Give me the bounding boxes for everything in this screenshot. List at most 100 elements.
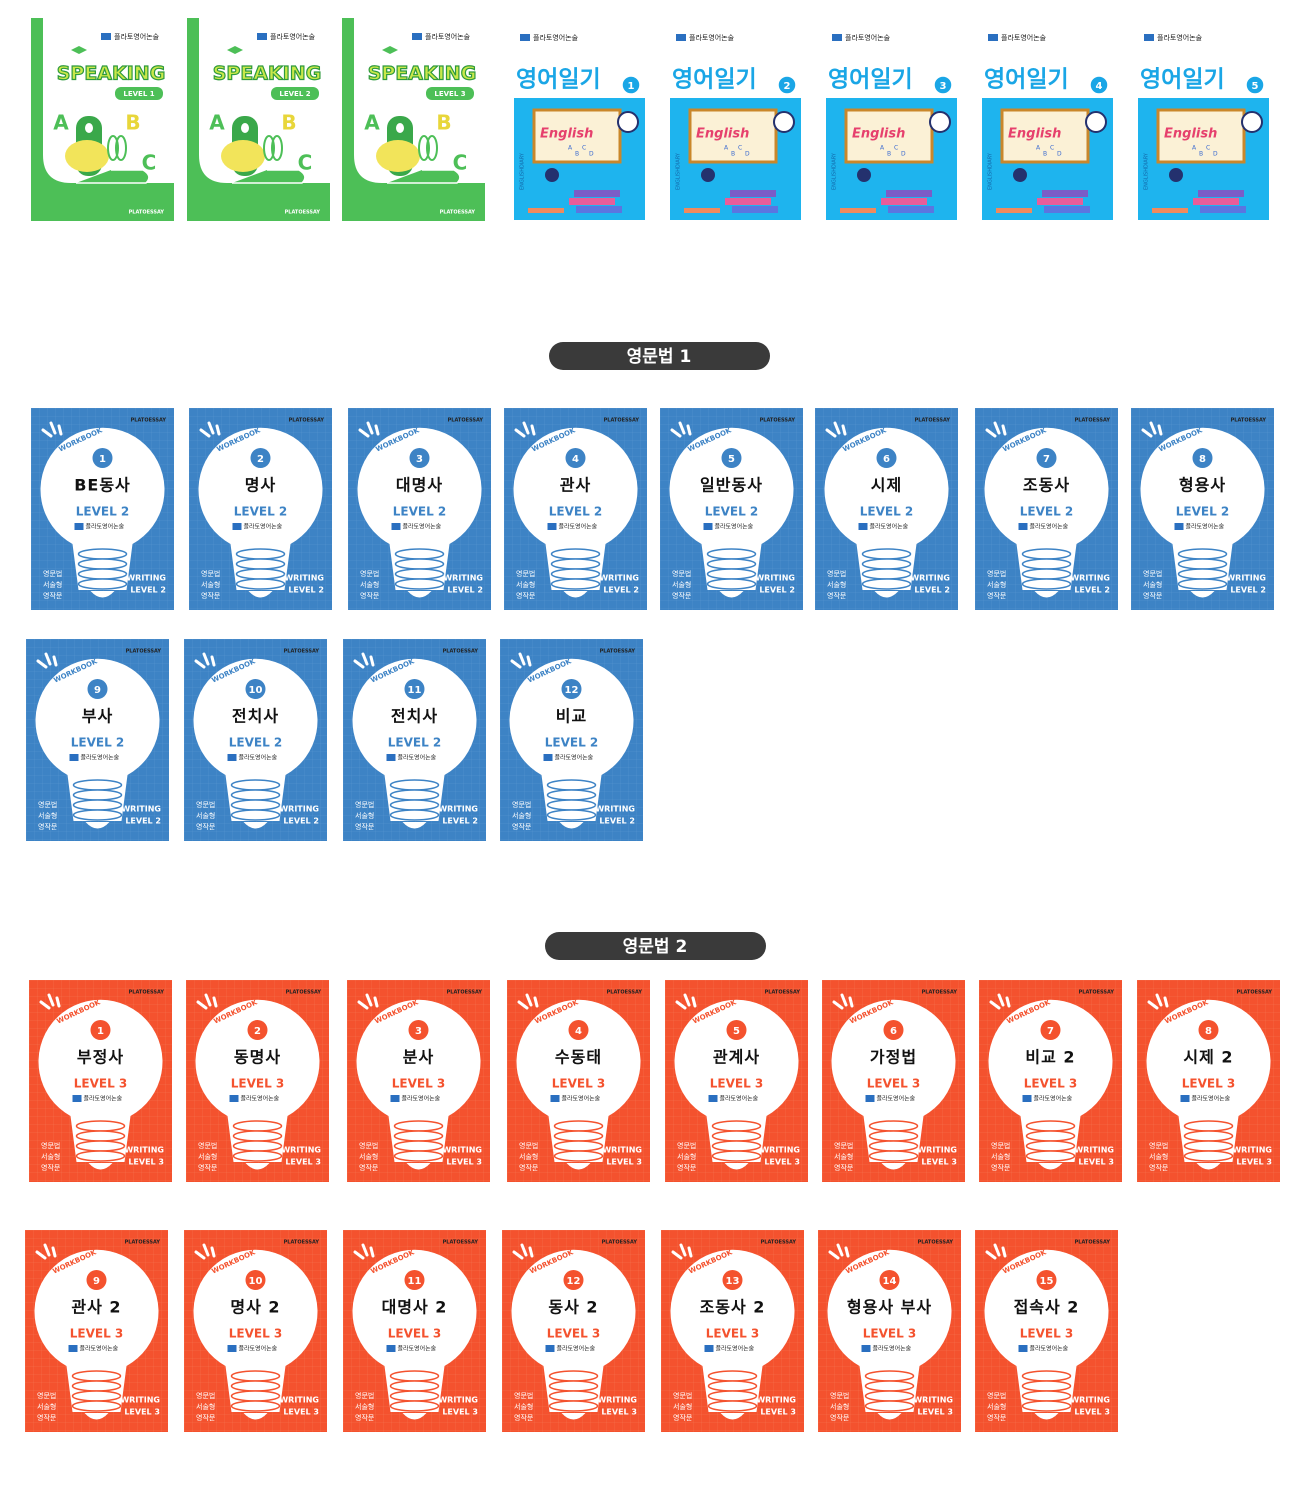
bulb-tip xyxy=(402,1413,427,1420)
bulb-ring xyxy=(230,789,281,801)
board-letter: C xyxy=(738,145,742,152)
board-letter: C xyxy=(1050,145,1054,152)
bulb-ring xyxy=(706,568,757,580)
title: 영어일기 xyxy=(516,67,601,93)
number: 6 xyxy=(883,454,890,465)
title: 조동사 xyxy=(1023,476,1070,495)
title: 관사 2 xyxy=(71,1298,121,1317)
title: 가정법 xyxy=(870,1048,917,1067)
logo-box xyxy=(520,34,530,41)
dash xyxy=(836,1243,844,1257)
number-badge xyxy=(721,448,742,468)
tag: 영문법 xyxy=(43,569,62,578)
number-badge xyxy=(1036,1270,1057,1290)
bulb-ring xyxy=(1183,1130,1234,1142)
brand-en: PLATOESSAY xyxy=(286,990,322,996)
bulb-ring xyxy=(389,789,440,801)
brand: 플라토영어논술 xyxy=(1030,523,1069,531)
tag: 영문법 xyxy=(677,1141,696,1150)
brand: 플라토영어논술 xyxy=(533,33,579,42)
dash xyxy=(678,421,686,435)
title: 대명사 2 xyxy=(382,1298,448,1317)
number-badge xyxy=(1036,448,1057,468)
board-letter: B xyxy=(1199,151,1203,158)
dash xyxy=(530,424,536,436)
number: 6 xyxy=(890,1026,897,1037)
dash xyxy=(510,659,522,669)
dash xyxy=(39,1000,51,1010)
writing-level: LEVEL 2 xyxy=(603,586,639,595)
number-badge xyxy=(933,75,953,95)
tag: 영작문 xyxy=(41,1163,61,1172)
bulb-ring xyxy=(389,779,440,791)
tag: 영문법 xyxy=(1143,569,1162,578)
bulb xyxy=(1146,999,1271,1162)
writing-level: LEVEL 3 xyxy=(283,1408,319,1417)
bulb-ring xyxy=(230,1380,281,1392)
bulb-ring xyxy=(1025,1150,1076,1162)
writing-level: LEVEL 2 xyxy=(125,817,161,826)
bulb xyxy=(984,427,1109,590)
dash xyxy=(357,1000,369,1010)
book xyxy=(1037,198,1083,205)
number-badge xyxy=(409,448,430,468)
board-letter: A xyxy=(880,145,885,152)
dash xyxy=(522,421,530,435)
brand-en: PLATOESSAY xyxy=(1079,990,1115,996)
bulb-ring xyxy=(868,1140,919,1152)
bulb-tip xyxy=(1034,591,1059,598)
dash xyxy=(993,1243,1001,1257)
logo-box xyxy=(229,1095,239,1102)
bulb xyxy=(352,1249,477,1412)
dash xyxy=(202,1243,210,1257)
level: LEVEL 3 xyxy=(552,1077,606,1091)
bulb-ring xyxy=(72,789,123,801)
bulb-ring xyxy=(1177,548,1228,560)
tag: 영문법 xyxy=(38,800,57,809)
dash xyxy=(210,655,216,667)
logo-box xyxy=(676,34,686,41)
number: 9 xyxy=(94,685,101,696)
writing: WRITING xyxy=(124,1146,164,1155)
brand: 플라토영어논술 xyxy=(1157,33,1203,42)
title: SPEAKING xyxy=(213,63,322,85)
tag: 영작문 xyxy=(360,591,380,600)
ring xyxy=(263,135,275,161)
section-pill xyxy=(549,342,770,370)
bulb-ring xyxy=(394,548,445,560)
board-letter: A xyxy=(724,145,729,152)
brand-en: PLATOESSAY xyxy=(126,649,162,655)
dash xyxy=(369,655,375,667)
writing-level: LEVEL 3 xyxy=(921,1158,957,1167)
dash xyxy=(369,1246,375,1258)
letter: A xyxy=(364,111,380,135)
dash xyxy=(1149,421,1157,435)
number-badge xyxy=(92,448,113,468)
brand: 플라토영어논술 xyxy=(425,32,471,41)
book xyxy=(1193,198,1239,205)
tag: 영작문 xyxy=(359,1163,379,1172)
logo-box xyxy=(74,523,84,530)
bulb-ring xyxy=(1021,578,1072,590)
brand: 플라토영어논술 xyxy=(845,33,891,42)
dash xyxy=(686,424,692,436)
dash xyxy=(825,428,837,438)
clock xyxy=(617,111,639,133)
writing-level: LEVEL 3 xyxy=(124,1408,160,1417)
dash xyxy=(1163,996,1169,1008)
writing-level: LEVEL 3 xyxy=(760,1408,796,1417)
writing: WRITING xyxy=(599,574,639,583)
dash xyxy=(520,1243,528,1257)
bulb-ring xyxy=(861,548,912,560)
logo-box xyxy=(390,1095,400,1102)
writing-level: LEVEL 2 xyxy=(759,586,795,595)
writing: WRITING xyxy=(281,1146,321,1155)
bulb-ring xyxy=(1021,1400,1072,1412)
cap xyxy=(227,46,243,54)
number: 5 xyxy=(728,454,735,465)
brand-en: PLATOESSAY xyxy=(131,418,167,424)
